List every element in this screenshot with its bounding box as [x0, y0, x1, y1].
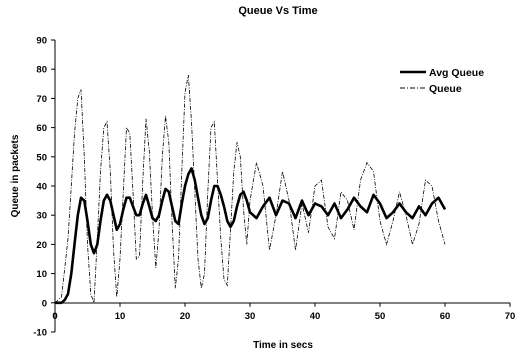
y-tick-label: 30: [36, 211, 47, 222]
y-tick-label: 60: [36, 123, 47, 134]
y-tick-label: -10: [33, 328, 47, 339]
x-tick-label: 0: [52, 311, 57, 322]
y-tick-label: 20: [36, 240, 47, 251]
x-tick-label: 50: [375, 311, 386, 322]
x-ticks: 0 10 20 30 40 50 60 70: [52, 302, 515, 322]
legend-queue-label: Queue: [429, 83, 462, 95]
x-tick-label: 70: [505, 311, 515, 322]
legend-avg-queue-label: Avg Queue: [429, 67, 484, 79]
x-tick-label: 10: [115, 311, 126, 322]
y-tick-label: 50: [36, 152, 47, 163]
x-tick-label: 40: [310, 311, 321, 322]
x-tick-label: 20: [180, 311, 191, 322]
legend: Avg Queue Queue: [400, 67, 484, 95]
y-tick-label: 40: [36, 182, 47, 193]
y-tick-label: 90: [36, 36, 47, 47]
y-tick-label: 70: [36, 94, 47, 105]
y-ticks: -10 0 10 20 30 40 50 60 70 80 90: [33, 36, 55, 339]
y-tick-label: 10: [36, 269, 47, 280]
chart-title: Queue Vs Time: [238, 5, 317, 17]
series-layer: [54, 74, 447, 305]
x-tick-label: 60: [440, 311, 451, 322]
y-axis-label: Queue in packets: [10, 134, 21, 217]
series-line-avg-queue: [55, 167, 447, 305]
x-axis-label: Time in secs: [253, 340, 313, 351]
y-tick-label: 80: [36, 65, 47, 76]
series-line-queue: [54, 74, 446, 304]
y-tick-label: 0: [42, 298, 47, 309]
x-tick-label: 30: [245, 311, 256, 322]
